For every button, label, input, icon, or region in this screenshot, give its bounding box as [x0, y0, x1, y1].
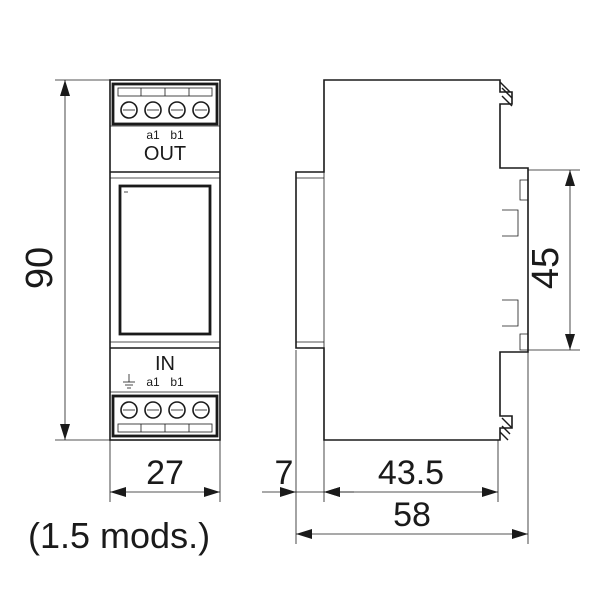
out-label: OUT	[144, 143, 186, 165]
dim-43p5: 43.5	[324, 440, 498, 502]
dim-27: 27	[110, 440, 220, 502]
svg-text:7: 7	[275, 454, 294, 492]
dim-45: 45	[525, 170, 580, 350]
in-label: IN	[155, 353, 175, 375]
dim-7: 7	[262, 350, 354, 502]
hatching-bottom	[500, 418, 512, 440]
bot-a1-label: a1	[146, 375, 160, 389]
bottom-terminals	[121, 402, 209, 418]
svg-text:45: 45	[525, 247, 567, 289]
front-view: a1 b1 OUT IN a1 b1	[110, 80, 220, 440]
svg-text:90: 90	[19, 247, 61, 289]
svg-text:27: 27	[146, 454, 184, 492]
mods-note: (1.5 mods.)	[28, 515, 210, 556]
top-terminals	[121, 102, 209, 118]
ground-icon	[123, 374, 135, 388]
top-a1-label: a1	[146, 128, 160, 142]
top-b1-label: b1	[170, 128, 184, 142]
svg-text:43.5: 43.5	[378, 454, 444, 492]
hatching-top	[500, 82, 512, 106]
dim-90: 90	[19, 80, 110, 440]
bot-b1-label: b1	[170, 375, 184, 389]
svg-text:58: 58	[393, 496, 431, 534]
dim-58: 58	[296, 352, 528, 544]
side-view	[296, 80, 528, 440]
